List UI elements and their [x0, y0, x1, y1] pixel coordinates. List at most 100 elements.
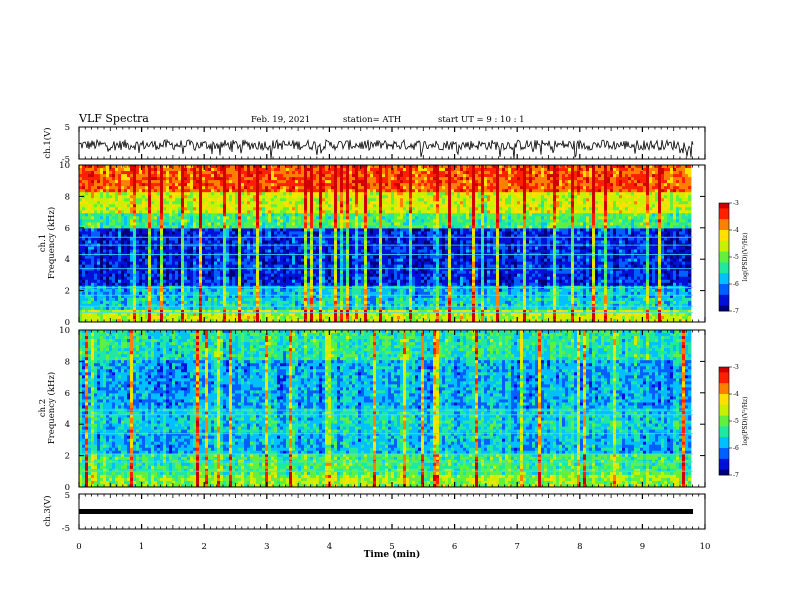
spectrogram-cell: [310, 219, 313, 222]
spectrogram-cell: [343, 313, 346, 316]
spectrogram-cell: [103, 192, 106, 195]
spectrogram-cell: [343, 301, 346, 304]
spectrogram-cell: [82, 256, 85, 259]
spectrogram-cell: [85, 183, 88, 186]
spectrogram-cell: [262, 283, 265, 286]
spectrogram-cell: [166, 228, 169, 231]
spectrogram-cell: [241, 228, 244, 231]
spectrogram-cell: [124, 307, 127, 310]
spectrogram-cell: [163, 201, 166, 204]
spectrogram-cell: [292, 165, 295, 168]
spectrogram-cell: [148, 174, 151, 177]
spectrogram-cell: [355, 219, 358, 222]
spectrogram-cell: [109, 307, 112, 310]
spectrogram-cell: [331, 231, 334, 234]
spectrogram-cell: [85, 198, 88, 201]
spectrogram-cell: [226, 213, 229, 216]
spectrogram-cell: [97, 228, 100, 231]
spectrogram-cell: [304, 292, 307, 295]
spectrogram-cell: [85, 213, 88, 216]
spectrogram-cell: [208, 177, 211, 180]
spectrogram-cell: [118, 259, 121, 262]
spectrogram-cell: [253, 174, 256, 177]
spectrogram-cell: [181, 201, 184, 204]
spectrogram-cell: [304, 283, 307, 286]
spectrogram-cell: [163, 250, 166, 253]
spectrogram-cell: [127, 228, 130, 231]
spectrogram-cell: [355, 183, 358, 186]
spectrogram-cell: [220, 204, 223, 207]
spectrogram-cell: [220, 274, 223, 277]
spectrogram-cell: [151, 192, 154, 195]
spectrogram-cell: [97, 271, 100, 274]
spectrogram-cell: [220, 210, 223, 213]
spectrogram-cell: [124, 168, 127, 171]
spectrogram-cell: [301, 240, 304, 243]
spectrogram-cell: [349, 219, 352, 222]
spectrogram-cell: [289, 177, 292, 180]
spectrogram-cell: [355, 189, 358, 192]
spectrogram-cell: [136, 171, 139, 174]
spectrogram-cell: [250, 201, 253, 204]
spectrogram-cell: [337, 247, 340, 250]
spectrogram-cell: [346, 171, 349, 174]
spectrogram-cell: [241, 168, 244, 171]
spectrogram-cell: [142, 247, 145, 250]
spectrogram-cell: [112, 165, 115, 168]
spectrogram-cell: [271, 222, 274, 225]
spectrogram-cell: [154, 262, 157, 265]
spectrogram-cell: [298, 289, 301, 292]
spectrogram-cell: [244, 262, 247, 265]
spectrogram-cell: [280, 171, 283, 174]
spectrogram-cell: [268, 168, 271, 171]
spectrogram-cell: [184, 298, 187, 301]
spectrogram-cell: [349, 283, 352, 286]
spectrogram-cell: [79, 192, 82, 195]
spectrogram-cell: [184, 262, 187, 265]
spectrogram-cell: [199, 265, 202, 268]
spectrogram-cell: [82, 183, 85, 186]
spectrogram-cell: [313, 198, 316, 201]
spectrogram-cell: [337, 298, 340, 301]
spectrogram-cell: [301, 168, 304, 171]
spectrogram-cell: [235, 313, 238, 316]
spectrogram-cell: [307, 222, 310, 225]
spectrogram-cell: [157, 189, 160, 192]
spectrogram-cell: [337, 237, 340, 240]
spectrogram-cell: [124, 165, 127, 168]
spectrogram-cell: [268, 195, 271, 198]
spectrogram-cell: [190, 207, 193, 210]
spectrogram-cell: [163, 186, 166, 189]
spectrogram-cell: [160, 192, 163, 195]
spectrogram-cell: [313, 283, 316, 286]
spectrogram-cell: [313, 316, 316, 319]
spectrogram-cell: [127, 247, 130, 250]
spectrogram-cell: [190, 301, 193, 304]
spectrogram-cell: [121, 262, 124, 265]
spectrogram-cell: [217, 316, 220, 319]
spectrogram-cell: [259, 280, 262, 283]
spectrogram-cell: [346, 189, 349, 192]
spectrogram-cell: [151, 256, 154, 259]
spectrogram-cell: [298, 231, 301, 234]
spectrogram-cell: [193, 250, 196, 253]
spectrogram-cell: [136, 316, 139, 319]
spectrogram-cell: [268, 177, 271, 180]
spectrogram-cell: [319, 271, 322, 274]
spectrogram-cell: [283, 292, 286, 295]
spectrogram-cell: [157, 259, 160, 262]
spectrogram-cell: [268, 292, 271, 295]
spectrogram-cell: [280, 231, 283, 234]
spectrogram-cell: [238, 180, 241, 183]
spectrogram-cell: [361, 168, 364, 171]
spectrogram-cell: [139, 174, 142, 177]
spectrogram-cell: [343, 192, 346, 195]
spectrogram-cell: [112, 228, 115, 231]
spectrogram-cell: [244, 171, 247, 174]
spectrogram-cell: [232, 192, 235, 195]
spectrogram-cell: [283, 316, 286, 319]
spectrogram-cell: [166, 183, 169, 186]
spectrogram-cell: [286, 262, 289, 265]
spectrogram-cell: [268, 225, 271, 228]
spectrogram-cell: [121, 280, 124, 283]
